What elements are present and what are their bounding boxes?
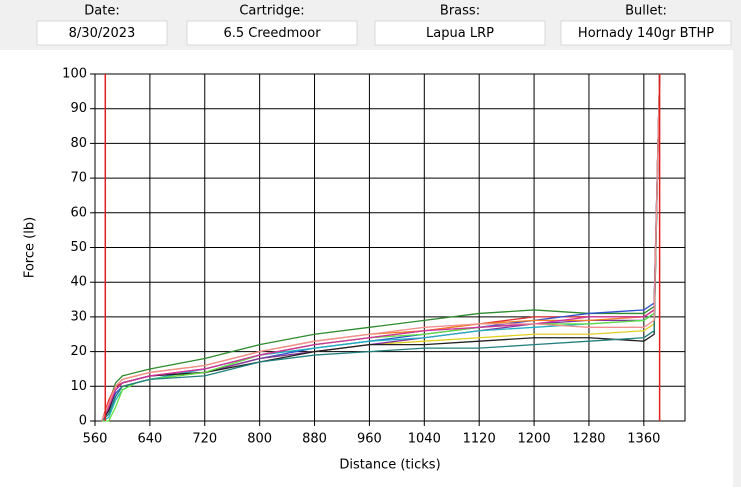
window-edge bbox=[733, 50, 741, 487]
field-value[interactable]: 6.5 Creedmoor bbox=[223, 26, 321, 41]
series-line bbox=[101, 73, 661, 422]
y-tick-label: 10 bbox=[70, 379, 87, 394]
y-tick-label: 80 bbox=[70, 136, 87, 151]
x-axis-label: Distance (ticks) bbox=[339, 458, 440, 473]
header: Date: 8/30/2023 Cartridge: 6.5 Creedmoor Bra… bbox=[36, 4, 732, 46]
plot-frame bbox=[94, 73, 686, 422]
y-tick-label: 90 bbox=[70, 101, 87, 116]
x-tick-label: 1360 bbox=[627, 432, 660, 447]
x-tick-label: 1040 bbox=[408, 432, 441, 447]
x-tick-label: 880 bbox=[302, 432, 327, 447]
series-line bbox=[101, 73, 661, 422]
y-tick-label: 0 bbox=[79, 414, 87, 429]
x-tick-label: 800 bbox=[247, 432, 272, 447]
field-value[interactable]: Hornady 140gr BTHP bbox=[578, 26, 714, 41]
series-line bbox=[101, 73, 661, 422]
series-line bbox=[101, 73, 661, 422]
y-tick-label: 20 bbox=[70, 344, 87, 359]
x-tick-label: 960 bbox=[357, 432, 382, 447]
field-label: Brass: bbox=[440, 4, 480, 19]
y-tick-label: 70 bbox=[70, 171, 87, 186]
y-tick-label: 50 bbox=[70, 240, 87, 255]
y-axis-label: Force (lb) bbox=[23, 217, 38, 278]
y-tick-label: 100 bbox=[62, 67, 87, 82]
field-value[interactable]: Lapua LRP bbox=[426, 26, 494, 41]
field-label: Bullet: bbox=[625, 4, 667, 19]
field-label: Date: bbox=[84, 4, 119, 19]
x-tick-label: 1120 bbox=[463, 432, 496, 447]
x-tick-label: 640 bbox=[137, 432, 162, 447]
x-tick-label: 1280 bbox=[572, 432, 605, 447]
field-box[interactable] bbox=[374, 20, 546, 46]
field-value[interactable]: 8/30/2023 bbox=[69, 26, 136, 41]
y-tick-label: 40 bbox=[70, 275, 87, 290]
chart: 0 10 20 30 40 50 60 70 80 90 100 560 640 720 800 880 960… bbox=[23, 67, 686, 473]
field-label: Cartridge: bbox=[239, 4, 304, 19]
field-box[interactable] bbox=[36, 20, 168, 46]
field-box[interactable] bbox=[186, 20, 358, 46]
x-tick-label: 560 bbox=[83, 432, 108, 447]
y-tick-label: 30 bbox=[70, 309, 87, 324]
x-tick-label: 720 bbox=[192, 432, 217, 447]
y-tick-label: 60 bbox=[70, 205, 87, 220]
x-tick-label: 1200 bbox=[518, 432, 551, 447]
field-box[interactable] bbox=[560, 20, 732, 46]
